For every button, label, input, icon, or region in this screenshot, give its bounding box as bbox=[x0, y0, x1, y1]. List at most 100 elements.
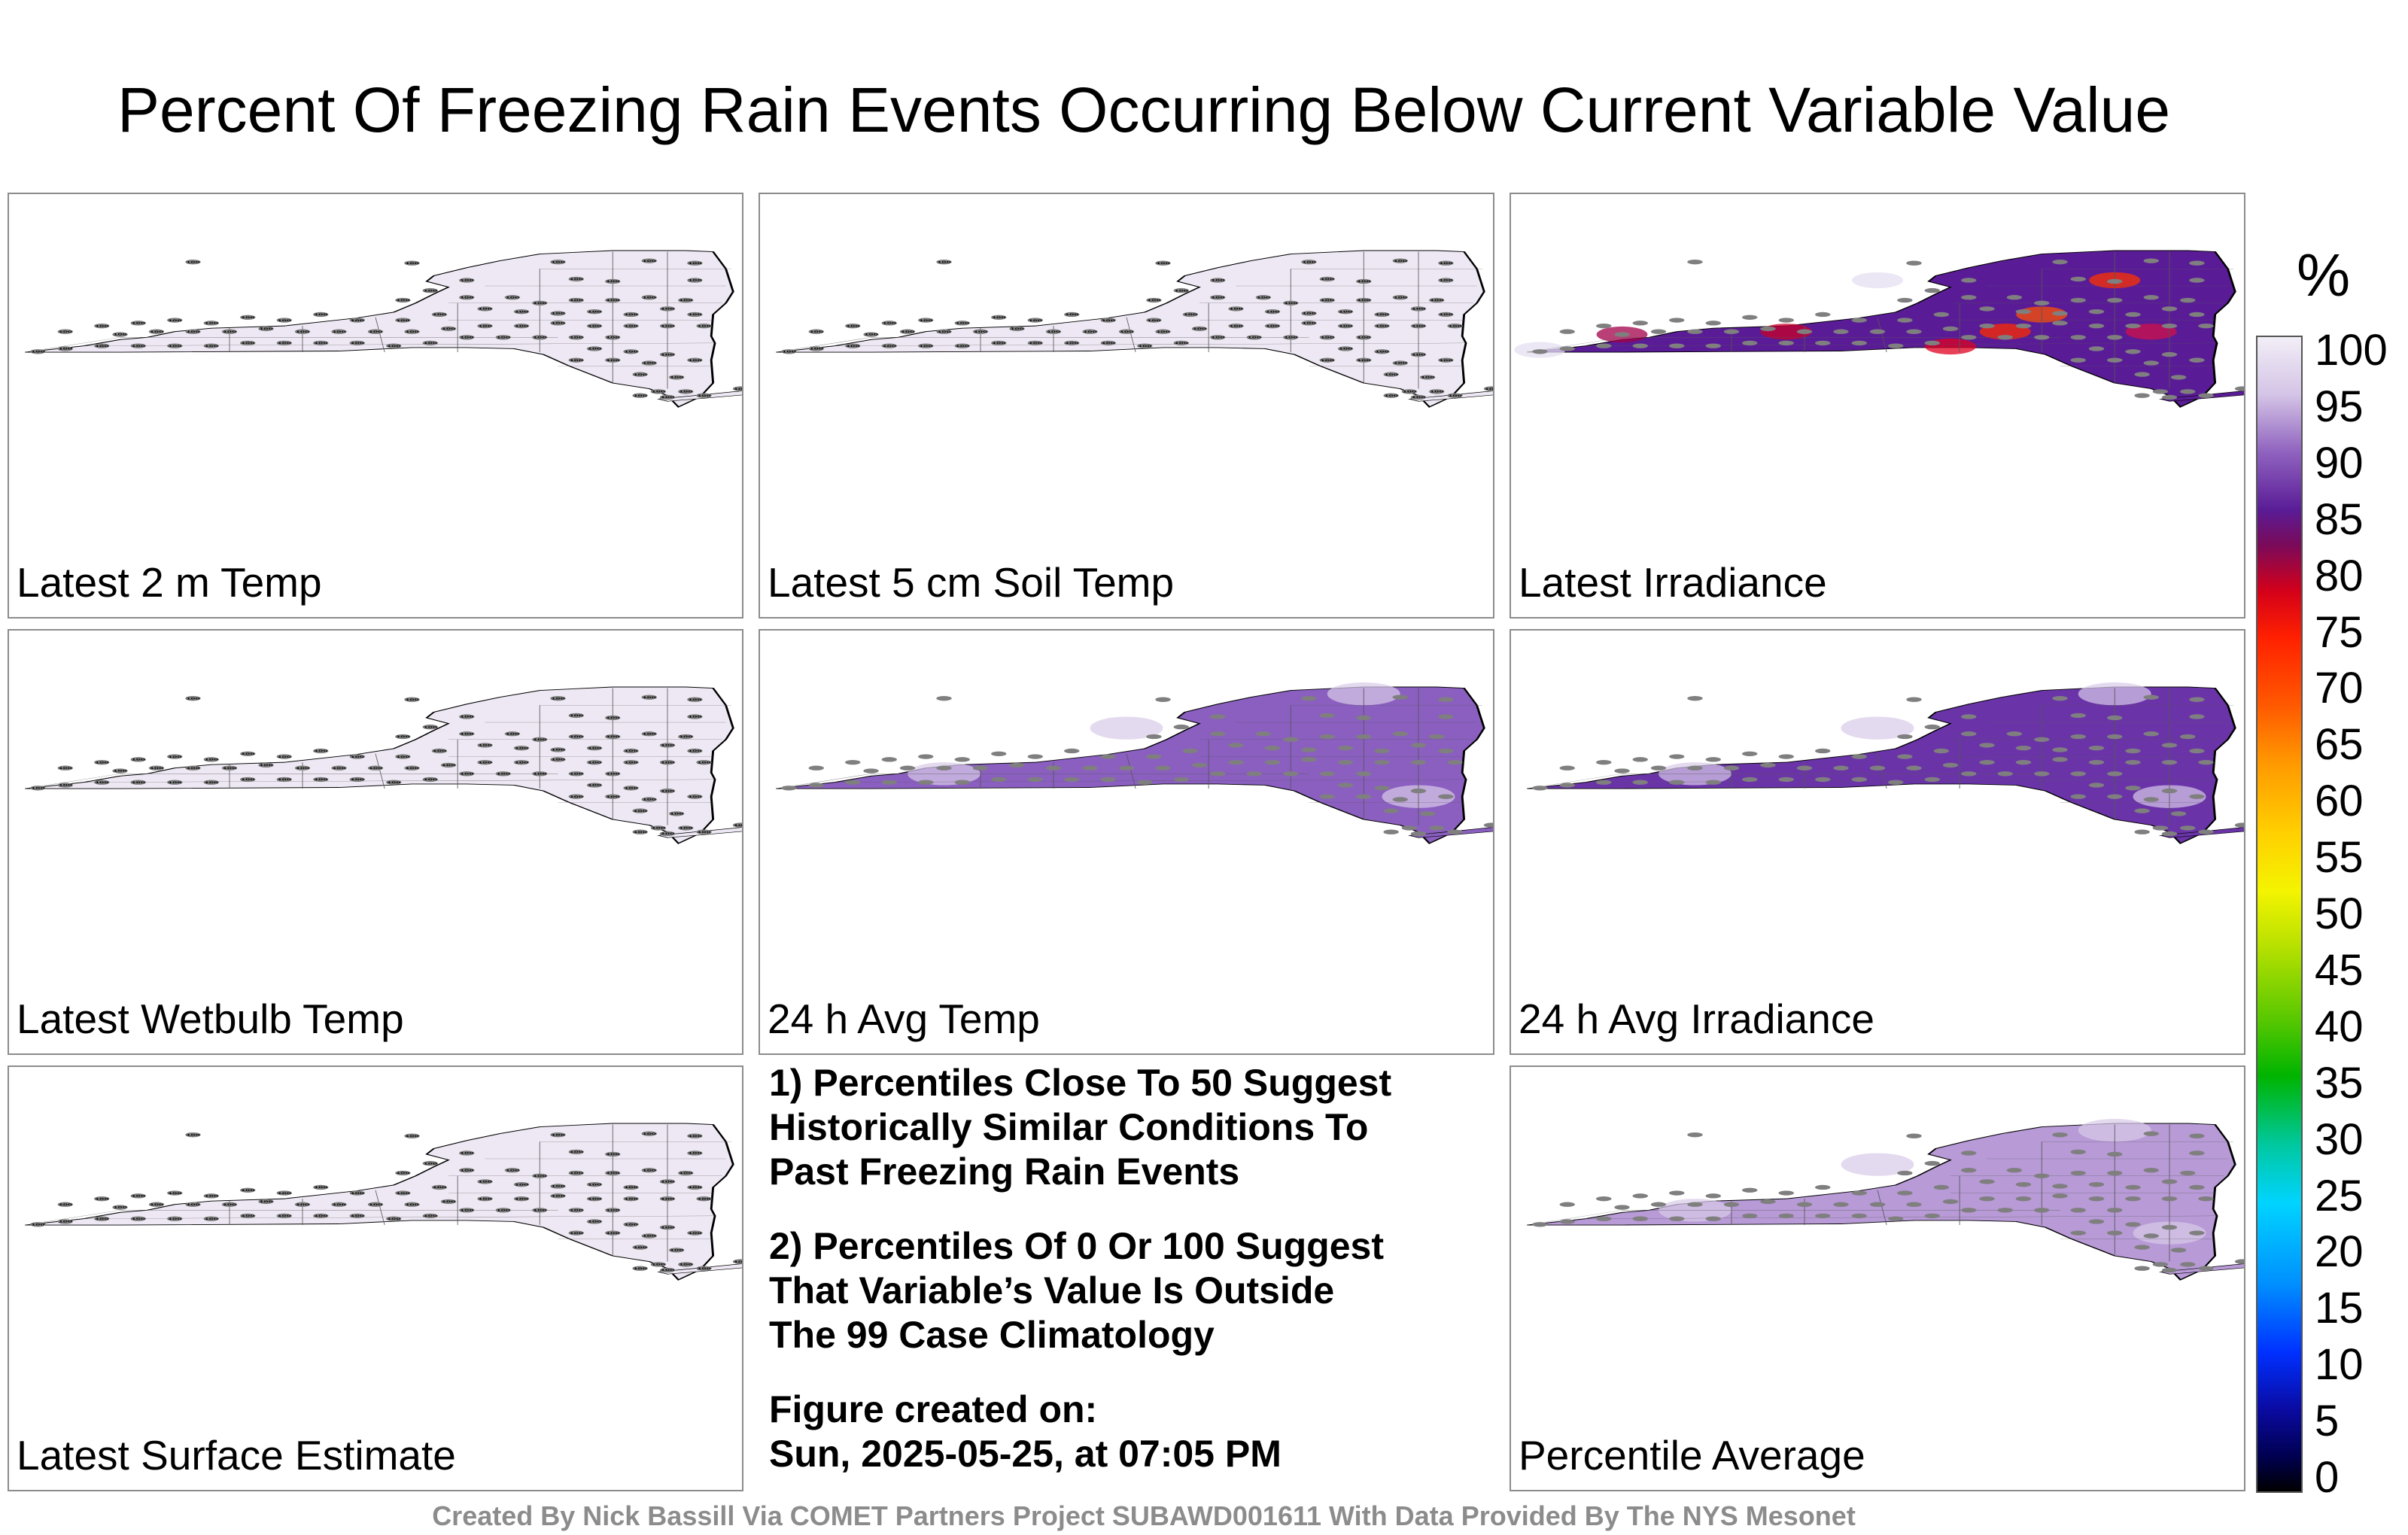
station-marker bbox=[687, 1133, 703, 1138]
station-marker bbox=[1301, 311, 1317, 316]
station-value: 100 bbox=[1028, 342, 1042, 345]
station-value: 100 bbox=[150, 330, 164, 333]
station-marker bbox=[2161, 1224, 2178, 1230]
station-marker bbox=[1146, 297, 1162, 303]
county-line bbox=[1877, 1190, 1887, 1226]
station-marker bbox=[2125, 1196, 2141, 1202]
station-marker bbox=[2052, 1132, 2068, 1138]
county-line bbox=[1126, 753, 1136, 789]
station-marker bbox=[185, 329, 201, 334]
station-marker bbox=[2088, 783, 2105, 788]
station-marker bbox=[632, 393, 648, 398]
station-value: 100 bbox=[551, 312, 565, 315]
station-value: 100 bbox=[1357, 299, 1371, 302]
station-value: 100 bbox=[633, 373, 647, 376]
station-marker bbox=[504, 1168, 521, 1173]
station-marker bbox=[605, 715, 621, 721]
station-marker bbox=[1933, 748, 1950, 754]
station-marker bbox=[1374, 748, 1390, 754]
station-marker bbox=[1924, 287, 1940, 293]
station-marker bbox=[1410, 394, 1427, 400]
station-value: 100 bbox=[241, 752, 255, 755]
station-value: 100 bbox=[551, 758, 565, 761]
station-value: 100 bbox=[588, 1220, 602, 1223]
station-marker bbox=[1009, 762, 1025, 768]
station-value: 100 bbox=[688, 716, 702, 719]
station-value: 100 bbox=[396, 1172, 410, 1175]
station-marker bbox=[586, 1196, 603, 1202]
station-marker bbox=[1155, 765, 1171, 771]
station-marker bbox=[2006, 731, 2023, 737]
station-marker bbox=[1356, 734, 1372, 740]
station-marker bbox=[1532, 349, 1548, 354]
station-marker bbox=[1246, 335, 1262, 340]
station-value: 100 bbox=[688, 749, 702, 752]
ny-map: 100 100 100 100 100 100 100 100 100 100 100 100 100 1… bbox=[775, 250, 1493, 408]
station-marker bbox=[586, 1219, 603, 1224]
station-value: 100 bbox=[1266, 310, 1280, 313]
station-value: 100 bbox=[551, 260, 565, 263]
station-marker bbox=[899, 329, 916, 334]
station-marker bbox=[532, 1173, 548, 1178]
station-value: 100 bbox=[314, 313, 328, 316]
station-marker bbox=[1246, 771, 1262, 777]
station-marker bbox=[1614, 1205, 1630, 1210]
station-value: 100 bbox=[688, 1152, 702, 1155]
station-marker bbox=[1961, 771, 1977, 777]
station-marker bbox=[605, 1230, 621, 1236]
station-value: 100 bbox=[846, 324, 860, 327]
station-marker bbox=[1264, 309, 1281, 315]
station-marker bbox=[2107, 734, 2123, 740]
station-marker bbox=[1410, 788, 1427, 794]
station-marker bbox=[57, 765, 73, 771]
station-marker bbox=[459, 295, 475, 300]
station-marker bbox=[2034, 771, 2050, 777]
station-marker bbox=[954, 343, 970, 348]
station-value: 100 bbox=[606, 359, 620, 362]
station-marker bbox=[2180, 825, 2196, 831]
colorbar-tick-label: 100 bbox=[2315, 326, 2388, 375]
station-value: 100 bbox=[633, 831, 647, 834]
station-marker bbox=[30, 1222, 46, 1227]
station-marker bbox=[2088, 1181, 2105, 1187]
station-marker bbox=[678, 1170, 694, 1176]
station-marker bbox=[1429, 389, 1445, 394]
station-marker bbox=[632, 372, 648, 377]
station-marker bbox=[532, 771, 548, 777]
station-marker bbox=[1596, 343, 1612, 348]
station-value: 100 bbox=[95, 1197, 109, 1200]
station-marker bbox=[404, 260, 420, 266]
station-marker bbox=[623, 349, 639, 354]
station-value: 100 bbox=[405, 767, 419, 770]
station-marker bbox=[1410, 323, 1427, 329]
station-marker bbox=[349, 754, 365, 759]
station-value: 100 bbox=[460, 1169, 474, 1172]
station-value: 100 bbox=[460, 1152, 474, 1155]
station-marker bbox=[313, 1184, 329, 1190]
station-marker bbox=[513, 1196, 530, 1202]
station-marker bbox=[2189, 1150, 2205, 1156]
station-marker bbox=[1742, 751, 1758, 756]
station-value: 100 bbox=[697, 1267, 711, 1270]
station-value: 100 bbox=[551, 1133, 565, 1136]
station-marker bbox=[1778, 1190, 1794, 1196]
station-marker bbox=[1650, 765, 1667, 771]
station-marker bbox=[641, 731, 657, 737]
station-marker bbox=[972, 329, 989, 334]
station-marker bbox=[550, 1132, 566, 1138]
station-marker bbox=[1942, 326, 1959, 332]
panel-label: Latest 2 m Temp bbox=[17, 559, 322, 606]
station-value: 100 bbox=[1439, 313, 1453, 316]
station-marker bbox=[605, 771, 621, 777]
station-marker bbox=[1082, 765, 1098, 771]
station-marker bbox=[367, 765, 384, 771]
station-marker bbox=[568, 1230, 584, 1236]
station-value: 100 bbox=[1120, 330, 1134, 333]
station-marker bbox=[1438, 697, 1454, 702]
station-marker bbox=[240, 1187, 256, 1193]
station-value: 100 bbox=[58, 767, 72, 770]
station-marker bbox=[422, 1160, 438, 1166]
station-marker bbox=[2088, 1219, 2105, 1224]
station-value: 100 bbox=[1430, 299, 1444, 302]
station-value: 100 bbox=[569, 773, 583, 776]
